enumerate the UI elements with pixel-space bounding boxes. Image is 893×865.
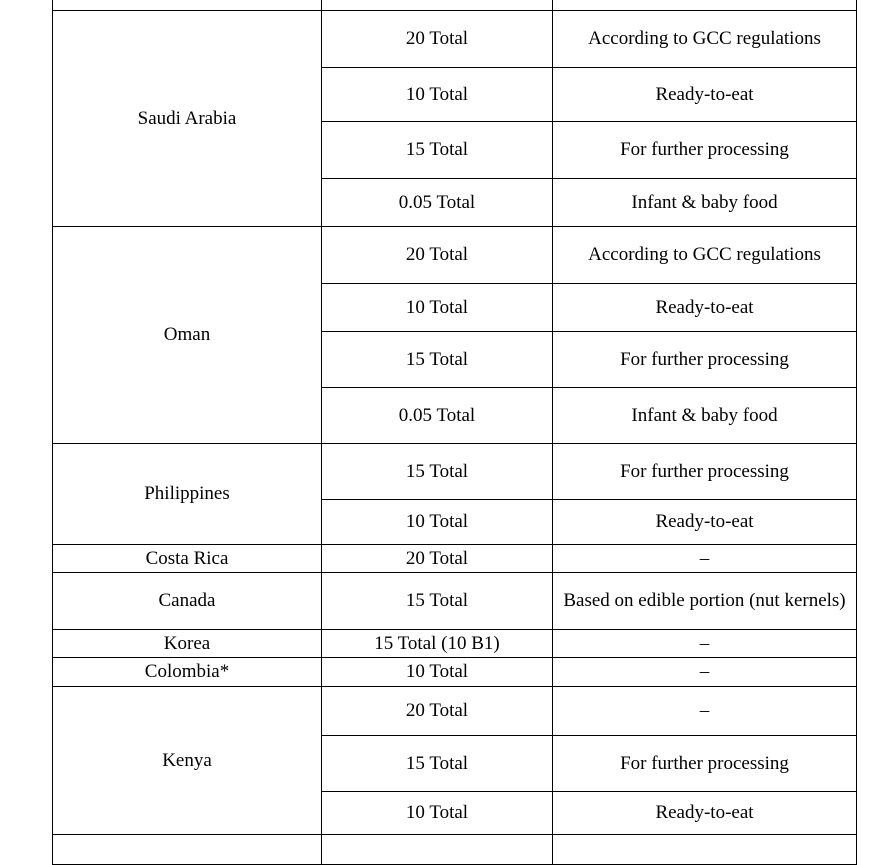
note-cell: According to GCC regulations <box>552 10 857 68</box>
empty-cell <box>321 0 553 11</box>
table-row: 10 Total Ready-to-eat <box>53 499 857 545</box>
note-cell: Ready-to-eat <box>552 67 857 122</box>
country-cell: Canada <box>52 572 322 630</box>
table-row-partial <box>52 834 857 865</box>
limit-cell: 0.05 Total <box>321 178 553 227</box>
country-cell: Kenya <box>52 686 322 835</box>
limit-cell: 0.05 Total <box>321 387 553 444</box>
table-row: 0.05 Total Infant & baby food <box>53 178 857 227</box>
limit-cell: 20 Total <box>321 686 553 736</box>
limit-cell: 10 Total <box>321 657 553 687</box>
limit-cell: 10 Total <box>321 67 553 122</box>
table-row: Philippines 15 Total For further processin… <box>52 443 857 545</box>
note-cell: Based on edible portion (nut kernels) <box>552 572 857 630</box>
table-row: 10 Total Ready-to-eat <box>53 791 857 835</box>
table-row: Saudi Arabia 20 Total According to GCC reg… <box>52 10 857 227</box>
note-cell: For further processing <box>552 121 857 179</box>
limit-cell: 15 Total <box>321 443 553 500</box>
table-row: 10 Total Ready-to-eat <box>53 283 857 332</box>
table-row-partial <box>52 0 857 11</box>
limit-cell: 15 Total <box>321 735 553 792</box>
limit-cell: 15 Total (10 B1) <box>321 629 553 658</box>
country-cell: Colombia* <box>52 657 322 687</box>
table-row: 15 Total For further processing <box>53 331 857 388</box>
empty-cell <box>552 834 857 865</box>
limit-cell: 15 Total <box>321 331 553 388</box>
limit-cell: 10 Total <box>321 499 553 545</box>
note-cell: Infant & baby food <box>552 178 857 227</box>
table-row: Colombia* 10 Total – <box>52 657 857 687</box>
note-cell: – <box>552 686 857 736</box>
note-cell: Ready-to-eat <box>552 283 857 332</box>
country-limits-table: Saudi Arabia 20 Total According to GCC reg… <box>52 0 857 865</box>
note-cell: Ready-to-eat <box>552 499 857 545</box>
limit-cell: 10 Total <box>321 791 553 835</box>
empty-cell <box>52 0 322 11</box>
note-cell: According to GCC regulations <box>552 226 857 284</box>
note-cell: Infant & baby food <box>552 387 857 444</box>
table-row: Oman 20 Total According to GCC regulations <box>52 226 857 444</box>
limit-cell: 10 Total <box>321 283 553 332</box>
table-row: 15 Total For further processing <box>53 121 857 179</box>
limit-cell: 20 Total <box>321 226 553 284</box>
table-row: 0.05 Total Infant & baby food <box>53 387 857 444</box>
note-cell: Ready-to-eat <box>552 791 857 835</box>
table-row: 10 Total Ready-to-eat <box>53 67 857 122</box>
country-cell: Costa Rica <box>52 544 322 573</box>
empty-cell <box>552 0 857 11</box>
empty-cell <box>321 834 553 865</box>
table-row: Korea 15 Total (10 B1) – <box>52 629 857 658</box>
table-row: Costa Rica 20 Total – <box>52 544 857 573</box>
table-row: Kenya 20 Total – <box>52 686 857 835</box>
empty-cell <box>52 834 322 865</box>
country-cell: Korea <box>52 629 322 658</box>
country-cell: Oman <box>52 226 322 444</box>
limit-cell: 20 Total <box>321 544 553 573</box>
country-cell: Philippines <box>52 443 322 545</box>
limit-cell: 20 Total <box>321 10 553 68</box>
table-row: Canada 15 Total Based on edible portion (n… <box>52 572 857 630</box>
note-cell: – <box>552 629 857 658</box>
note-cell: For further processing <box>552 735 857 792</box>
note-cell: – <box>552 657 857 687</box>
note-cell: For further processing <box>552 331 857 388</box>
limit-cell: 15 Total <box>321 121 553 179</box>
country-cell: Saudi Arabia <box>52 10 322 227</box>
limit-cell: 15 Total <box>321 572 553 630</box>
table-row: 15 Total For further processing <box>53 735 857 792</box>
note-cell: – <box>552 544 857 573</box>
note-cell: For further processing <box>552 443 857 500</box>
